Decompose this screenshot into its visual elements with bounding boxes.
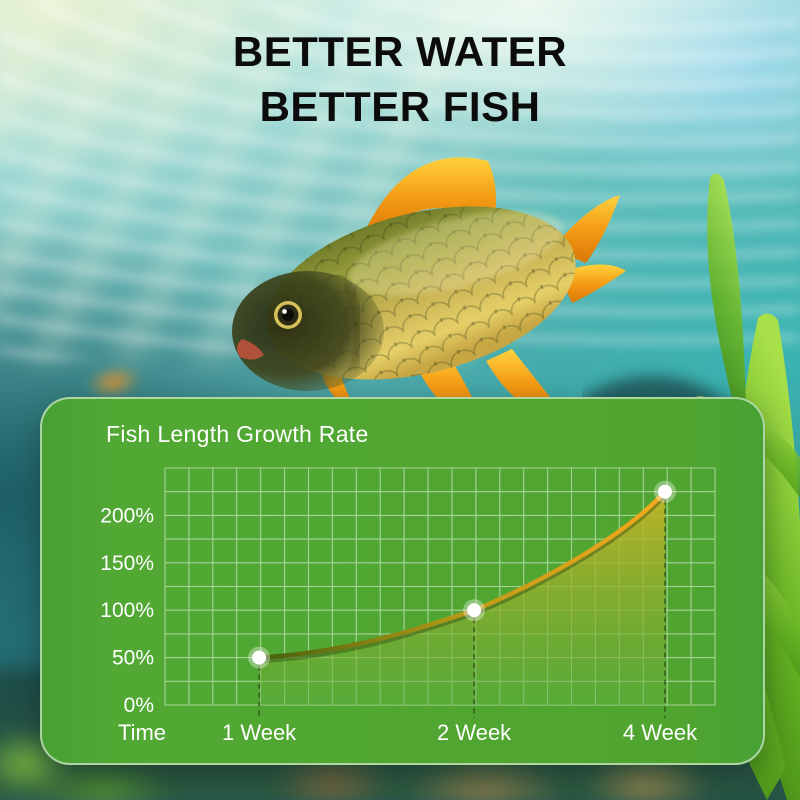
y-tick-label: 200%: [100, 504, 154, 527]
data-point-3: [658, 484, 672, 499]
data-point-1: [252, 650, 267, 665]
fish-eye: [274, 301, 302, 329]
y-tick-label: 0%: [124, 694, 154, 717]
hero-title-line1: BETTER WATER: [232, 28, 568, 75]
area-fill: [259, 491, 665, 705]
fish-mouth: [236, 339, 264, 360]
growth-chart: 0% 50% 100% 150% 200% Time 1 Week 2 Week 4 Week: [100, 467, 716, 745]
y-tick-label: 100%: [100, 599, 154, 622]
data-point-2: [467, 603, 482, 618]
chart-panel: Fish Length Growth Rate 0% 50% 100% 150% 200…: [40, 397, 765, 765]
x-tick-label: 4 Week: [623, 720, 698, 745]
y-tick-label: 150%: [100, 552, 154, 575]
x-tick-label: 2 Week: [437, 720, 512, 745]
chart-title: Fish Length Growth Rate: [106, 421, 369, 447]
hero-title-line2: BETTER FISH: [259, 83, 541, 130]
fish-image: [226, 133, 628, 431]
hero-title: BETTER WATER BETTER FISH: [0, 24, 800, 134]
x-axis-label: Time: [118, 720, 166, 745]
fish-head: [232, 271, 384, 391]
fish-svg: [232, 157, 626, 431]
y-tick-label: 50%: [112, 647, 154, 670]
x-tick-label: 1 Week: [222, 720, 297, 745]
